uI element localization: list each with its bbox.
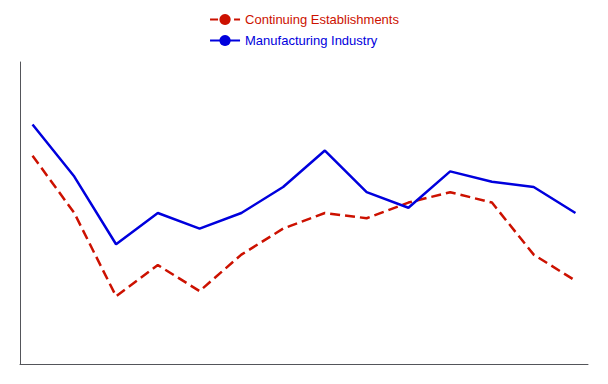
svg-text:Continuing Establishments: Continuing Establishments — [245, 12, 399, 27]
svg-text:Manufacturing Industry: Manufacturing Industry — [245, 33, 378, 48]
